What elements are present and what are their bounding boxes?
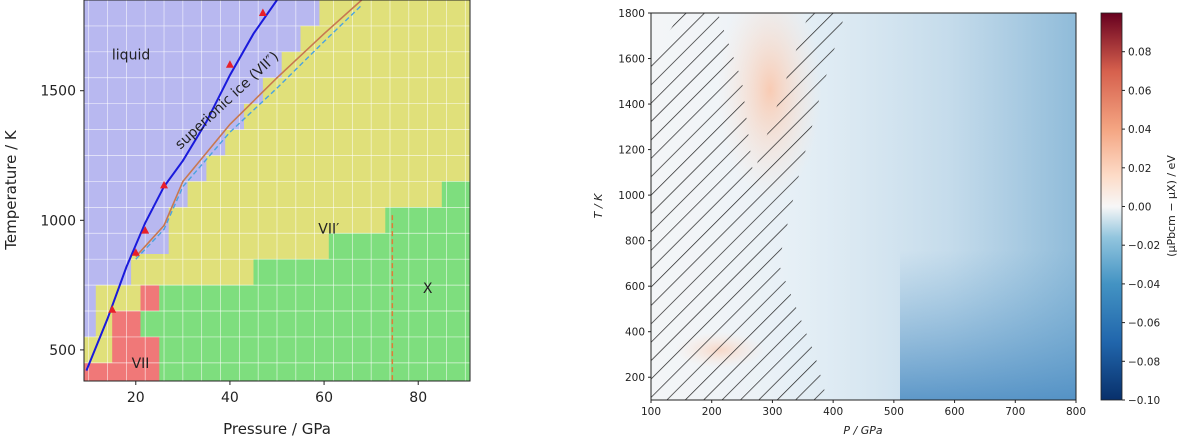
phase-label: VII′ — [318, 221, 339, 237]
colorbar-tick-label: 0.02 — [1128, 163, 1151, 175]
colorbar-tick-label: 0.08 — [1128, 47, 1151, 59]
heatmap-cool-bottom — [900, 250, 1076, 400]
y-tick-label: 500 — [49, 343, 76, 359]
colorbar-tick-label: −0.08 — [1128, 356, 1160, 368]
right-plot-frame — [650, 12, 1077, 401]
colorbar-label: (μPbcm − μX) / eV — [1165, 155, 1177, 257]
phase-label: X — [423, 281, 433, 297]
colorbar-tick-label: −0.06 — [1128, 318, 1160, 330]
y-tick-label: 1600 — [618, 54, 645, 66]
colorbar-tick-label: 0.00 — [1128, 202, 1151, 214]
colorbar-tick-label: 0.04 — [1128, 124, 1152, 136]
x-tick-label: 80 — [409, 390, 427, 406]
y-tick-label: 1800 — [618, 8, 645, 20]
colorbar-tick-label: −0.10 — [1128, 395, 1160, 407]
right-x-axis-label: P / GPa — [843, 424, 882, 437]
y-tick-label: 200 — [625, 372, 645, 384]
series-line-transition_alt — [135, 4, 363, 260]
triangle-marker — [141, 226, 150, 234]
phase-region-VII_p — [140, 181, 470, 381]
left-plot-frame — [83, 0, 471, 382]
x-tick-label: 500 — [884, 406, 904, 418]
series-line-transition — [135, 0, 363, 258]
triangle-marker — [258, 8, 267, 16]
x-tick-label: 400 — [823, 406, 843, 418]
x-tick-label: 700 — [1005, 406, 1025, 418]
colorbar-tick-label: 0.06 — [1128, 85, 1152, 97]
hatched-unstable-region — [651, 13, 846, 400]
colorbar-tick-label: −0.04 — [1128, 279, 1160, 291]
x-tick-label: 300 — [762, 406, 782, 418]
y-tick-label: 1000 — [40, 213, 76, 229]
triangle-marker — [108, 305, 117, 313]
colorbar — [1100, 12, 1123, 401]
y-tick-label: 1400 — [618, 99, 645, 111]
colorbar-tick-label: −0.02 — [1128, 240, 1160, 252]
y-tick-label: 1500 — [40, 84, 76, 100]
series-line-melting — [85, 0, 278, 371]
x-tick-label: 20 — [127, 390, 145, 406]
phase-label: liquid — [112, 48, 150, 64]
y-tick-label: 1000 — [618, 190, 645, 202]
free-energy-map-panel: 100 200 300 400 500 600 700 800 200 400 600 800 1000… — [592, 8, 1177, 437]
phase-region-liquid — [84, 0, 320, 381]
triangle-marker — [225, 60, 234, 68]
y-tick-label: 400 — [625, 327, 645, 339]
y-tick-label: 1200 — [618, 145, 645, 157]
x-tick-label: 200 — [702, 406, 722, 418]
y-tick-label: 800 — [625, 236, 645, 248]
x-tick-label: 800 — [1066, 406, 1086, 418]
right-y-axis-label: T / K — [592, 193, 605, 218]
y-tick-label: 600 — [625, 281, 645, 293]
x-tick-label: 40 — [221, 390, 239, 406]
x-tick-label: 60 — [315, 390, 333, 406]
left-y-axis-label: Temperature / K — [2, 129, 20, 251]
x-tick-label: 600 — [945, 406, 965, 418]
triangle-marker — [160, 180, 169, 189]
phase-label: VII — [132, 356, 150, 372]
x-tick-label: 100 — [641, 406, 661, 418]
triangle-marker — [131, 248, 140, 256]
left-x-axis-label: Pressure / GPa — [223, 420, 331, 438]
